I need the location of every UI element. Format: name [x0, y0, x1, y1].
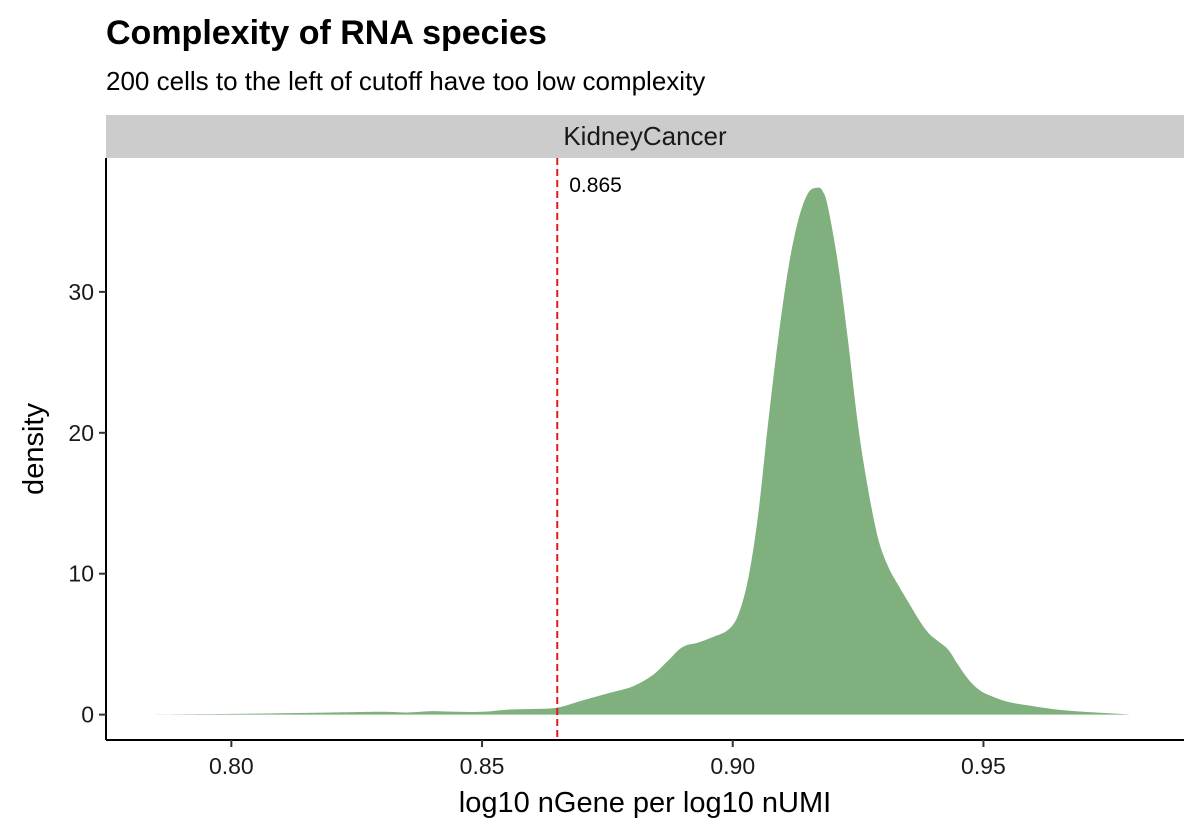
- y-tick-label: 20: [68, 420, 94, 446]
- chart-subtitle: 200 cells to the left of cutoff have too…: [106, 66, 705, 96]
- x-axis-ticks: 0.80 0.85 0.90 0.95: [209, 740, 1006, 779]
- cutoff-label: 0.865: [569, 174, 622, 197]
- chart-title: Complexity of RNA species: [106, 14, 547, 52]
- y-axis-ticks: 0 10 20 30: [68, 279, 106, 728]
- x-axis-title: log10 nGene per log10 nUMI: [459, 787, 831, 819]
- y-tick-label: 0: [81, 702, 94, 728]
- x-tick-label: 0.80: [209, 753, 254, 779]
- x-tick-label: 0.95: [961, 753, 1006, 779]
- x-tick-label: 0.85: [460, 753, 505, 779]
- facet-strip-label: KidneyCancer: [563, 121, 727, 151]
- cutoff-layer: 0.865: [556, 158, 622, 740]
- density-area-layer: [151, 187, 1129, 715]
- facet-strip: [106, 115, 1184, 158]
- y-axis-title: density: [18, 403, 50, 495]
- density-area: [151, 187, 1129, 715]
- y-tick-label: 10: [68, 561, 94, 587]
- x-tick-label: 0.90: [710, 753, 755, 779]
- y-tick-label: 30: [68, 279, 94, 305]
